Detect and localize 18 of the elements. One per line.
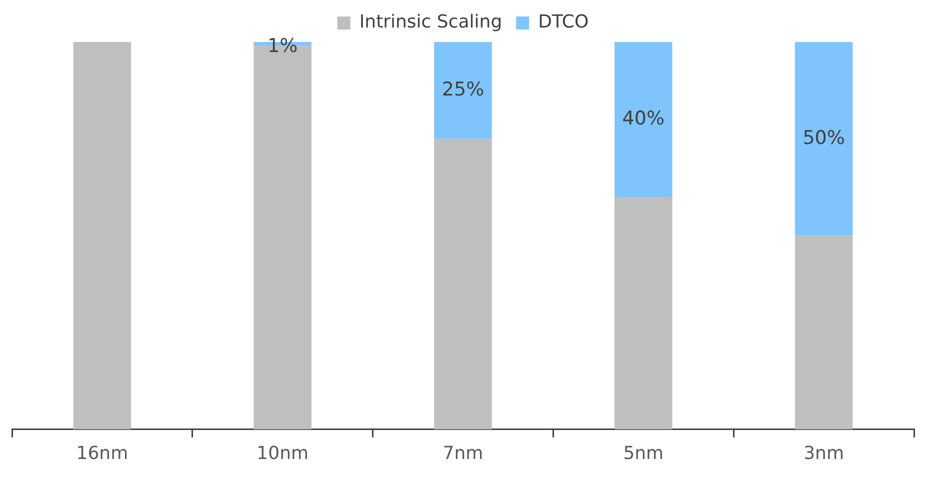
x-tick-label: 3nm [804, 442, 844, 464]
bar [794, 236, 853, 430]
bar [794, 42, 853, 236]
data-label: 40% [622, 107, 665, 130]
bar [434, 42, 492, 139]
x-tick-label: 7nm [442, 442, 484, 464]
bar [614, 42, 672, 197]
x-tick-label: 10nm [256, 442, 309, 464]
data-label: 25% [442, 78, 484, 100]
x-tick-label: 5nm [623, 442, 664, 464]
data-label: 1% [268, 34, 298, 57]
bar [434, 138, 492, 430]
legend-label: DTCO [538, 12, 589, 33]
legend-label: Intrinsic Scaling [359, 12, 502, 33]
bar [73, 42, 132, 430]
bar [614, 196, 672, 430]
data-label: 50% [802, 126, 845, 149]
x-tick-label: 16nm [76, 442, 128, 464]
